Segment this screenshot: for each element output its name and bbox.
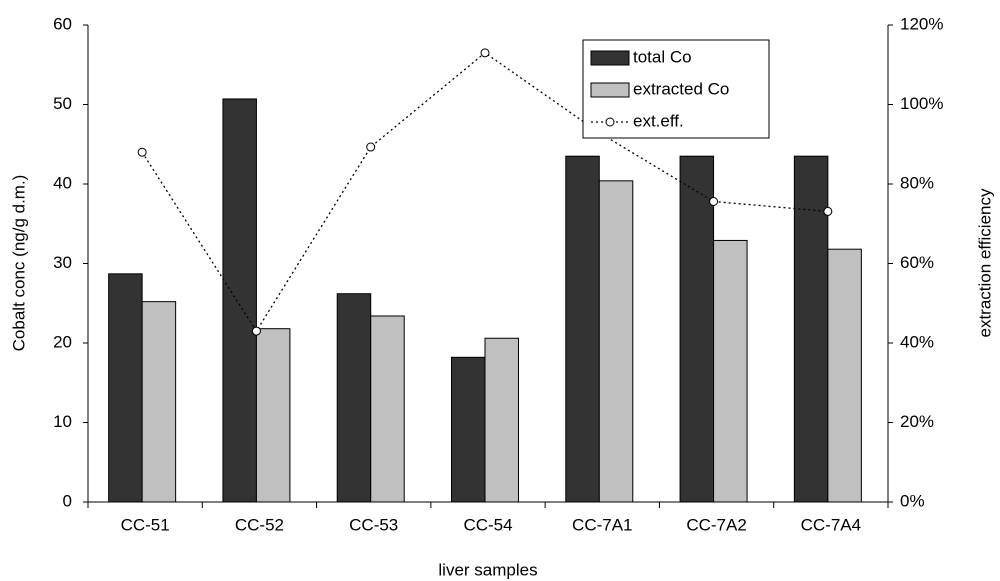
y2-tick-label: 0% xyxy=(900,491,925,510)
legend-swatch xyxy=(590,50,630,66)
y-tick-label: 10 xyxy=(53,412,72,431)
bar xyxy=(827,248,862,503)
x-axis-title: liver samples xyxy=(438,560,537,579)
line-marker xyxy=(480,48,490,58)
bar xyxy=(598,180,634,503)
line-marker xyxy=(709,196,719,206)
line-marker xyxy=(366,142,376,152)
y2-tick-label: 80% xyxy=(900,173,934,192)
legend-label: total Co xyxy=(633,47,692,66)
x-tick-label: CC-7A1 xyxy=(572,515,632,534)
legend-marker xyxy=(605,117,615,127)
y2-tick-label: 60% xyxy=(900,253,934,272)
bar xyxy=(793,155,829,503)
y2-axis-title: extraction efficiency xyxy=(975,188,994,337)
bar xyxy=(255,328,291,503)
legend-label: extracted Co xyxy=(633,79,729,98)
y2-tick-label: 40% xyxy=(900,332,934,351)
y-axis-title: Cobalt conc (ng/g d.m.) xyxy=(9,175,28,352)
x-tick-label: CC-52 xyxy=(235,515,284,534)
x-tick-label: CC-7A4 xyxy=(801,515,861,534)
y2-tick-label: 100% xyxy=(900,94,943,113)
x-tick-label: CC-54 xyxy=(463,515,512,534)
y-tick-label: 40 xyxy=(53,173,72,192)
bar xyxy=(336,293,372,503)
y-tick-label: 30 xyxy=(53,253,72,272)
bar xyxy=(108,273,143,503)
y2-tick-label: 20% xyxy=(900,412,934,431)
bar xyxy=(713,239,748,503)
x-tick-label: CC-53 xyxy=(349,515,398,534)
legend-swatch xyxy=(590,82,630,98)
y-tick-label: 50 xyxy=(53,94,72,113)
bar xyxy=(565,155,600,503)
line-marker xyxy=(251,326,261,336)
y2-tick-label: 120% xyxy=(900,14,943,33)
y-tick-label: 0 xyxy=(63,491,72,510)
x-tick-label: CC-7A2 xyxy=(686,515,746,534)
line-marker xyxy=(823,206,833,216)
bar xyxy=(679,155,715,503)
bar xyxy=(484,337,519,503)
line-marker xyxy=(137,147,147,157)
y-tick-label: 20 xyxy=(53,332,72,351)
y-tick-label: 60 xyxy=(53,14,72,33)
bar xyxy=(451,356,486,503)
legend-label: ext.eff. xyxy=(633,111,684,130)
bar xyxy=(222,98,257,503)
x-tick-label: CC-51 xyxy=(121,515,170,534)
bar xyxy=(370,315,405,503)
bar xyxy=(141,301,177,503)
